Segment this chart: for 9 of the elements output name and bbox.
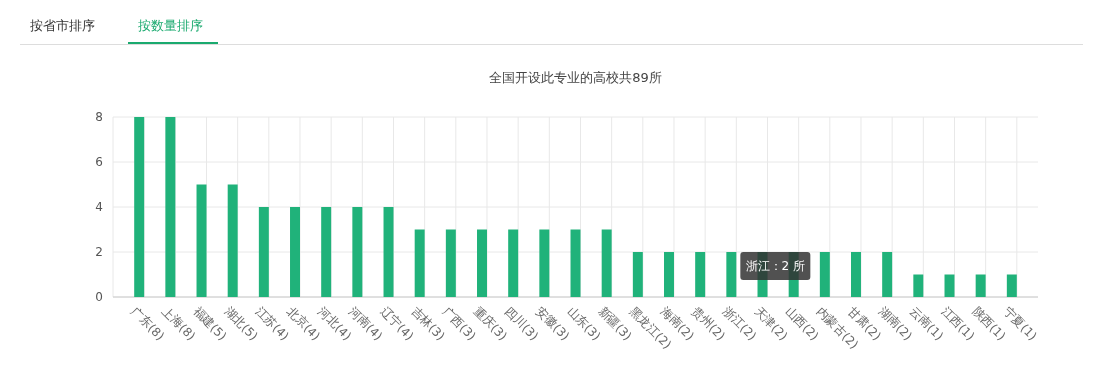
text: 按数量排序 <box>138 18 203 33</box>
y-tick-label: 4 <box>95 200 103 215</box>
y-tick-label: 0 <box>95 290 103 305</box>
y-tick-label: 2 <box>95 245 103 260</box>
chart-title: 全国开设此专业的高校共89所 <box>489 70 662 85</box>
text: 按省市排序 <box>30 18 95 33</box>
annotation: 浙江：2 所 <box>745 259 806 274</box>
y-tick-label: 8 <box>95 110 103 125</box>
y-tick-label: 6 <box>95 155 103 170</box>
